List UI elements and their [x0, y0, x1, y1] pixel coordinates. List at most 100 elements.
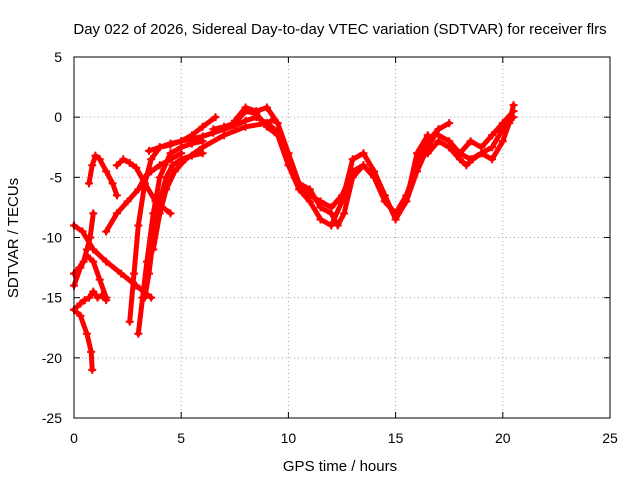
data-point: [509, 101, 518, 110]
data-point: [102, 227, 111, 236]
data-point: [125, 158, 134, 167]
data-point: [91, 151, 100, 160]
data-point: [112, 161, 121, 170]
data-point: [187, 134, 196, 143]
data-point: [89, 287, 98, 296]
data-point: [333, 221, 342, 230]
data-point: [155, 209, 164, 218]
data-point: [108, 179, 117, 188]
data-point: [123, 197, 132, 206]
data-point: [134, 221, 143, 230]
x-tick-label: 0: [70, 430, 78, 446]
data-point: [78, 227, 87, 236]
data-point: [86, 233, 95, 242]
data-point: [198, 132, 207, 141]
data-point: [241, 103, 250, 112]
data-point: [466, 137, 475, 146]
data-point: [423, 149, 432, 158]
data-point: [166, 140, 175, 149]
data-point: [316, 215, 325, 224]
y-tick-label: -5: [50, 169, 63, 185]
y-tick-label: -20: [42, 350, 62, 366]
data-point: [147, 155, 156, 164]
data-point: [359, 161, 368, 170]
y-tick-label: 5: [54, 49, 62, 65]
data-point: [102, 257, 111, 266]
data-point: [262, 122, 271, 131]
data-point: [149, 245, 158, 254]
series-sat-f: [70, 209, 98, 278]
data-point: [468, 155, 477, 164]
x-axis-label: GPS time / hours: [283, 458, 397, 475]
data-point: [434, 131, 443, 140]
data-point: [505, 119, 514, 128]
data-point: [170, 167, 179, 176]
data-point: [295, 179, 304, 188]
data-point: [488, 143, 497, 152]
data-point: [230, 116, 239, 125]
series-sat-a: [70, 305, 97, 374]
data-point: [112, 191, 121, 200]
data-point: [198, 122, 207, 131]
data-point: [85, 293, 94, 302]
data-point: [305, 185, 314, 194]
data-point: [348, 155, 357, 164]
data-point: [134, 329, 143, 338]
x-tick-label: 15: [388, 430, 404, 446]
data-point: [211, 113, 220, 122]
grid-layer: [74, 57, 610, 418]
data-point: [112, 209, 121, 218]
data-point: [348, 173, 357, 182]
data-point: [413, 161, 422, 170]
y-tick-label: -25: [42, 410, 62, 426]
data-point: [166, 209, 175, 218]
x-tick-label: 5: [177, 430, 185, 446]
y-axis-label: SDTVAR / TECUs: [5, 178, 22, 298]
data-point: [220, 122, 229, 131]
data-point: [95, 275, 104, 284]
data-point: [76, 311, 85, 320]
data-point: [117, 269, 126, 278]
data-point: [166, 149, 175, 158]
data-point: [76, 299, 85, 308]
data-point: [391, 209, 400, 218]
data-point: [177, 137, 186, 146]
data-point: [102, 167, 111, 176]
data-point: [155, 143, 164, 152]
data-point: [82, 329, 91, 338]
data-point: [477, 149, 486, 158]
data-point: [327, 209, 336, 218]
y-tick-label: -10: [42, 230, 62, 246]
data-point: [162, 185, 171, 194]
data-point: [82, 245, 91, 254]
data-point: [423, 137, 432, 146]
series-sat-e: [85, 151, 121, 200]
data-point: [85, 179, 94, 188]
data-point: [145, 146, 154, 155]
series-line: [71, 307, 95, 373]
data-point: [125, 317, 134, 326]
data-point: [102, 296, 111, 305]
data-point: [88, 161, 97, 170]
data-point: [370, 173, 379, 182]
x-tick-label: 25: [602, 430, 618, 446]
x-tick-label: 20: [495, 430, 511, 446]
data-point: [181, 155, 190, 164]
series-sat-o: [230, 103, 454, 230]
data-point: [455, 155, 464, 164]
data-point: [380, 197, 389, 206]
data-point: [340, 209, 349, 218]
data-point: [89, 209, 98, 218]
data-point: [130, 269, 139, 278]
data-point: [305, 197, 314, 206]
data-point: [93, 293, 102, 302]
data-point: [241, 116, 250, 125]
data-point: [80, 296, 89, 305]
data-point: [462, 161, 471, 170]
data-point: [79, 257, 88, 266]
data-point: [284, 149, 293, 158]
data-point: [488, 131, 497, 140]
data-point: [498, 137, 507, 146]
data-point: [445, 143, 454, 152]
